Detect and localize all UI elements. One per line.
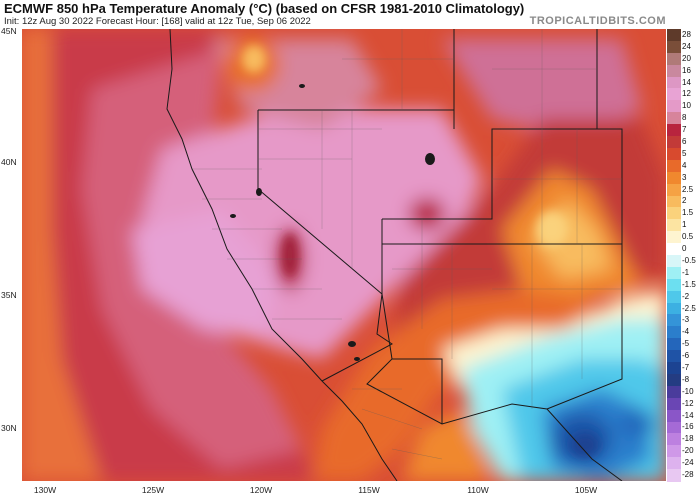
colorbar-swatch <box>667 136 681 149</box>
colorbar-label: -14 <box>682 410 694 420</box>
colorbar-label: -8 <box>682 374 690 384</box>
anomaly-field <box>22 29 666 481</box>
colorbar-swatch <box>667 457 681 470</box>
lon-label-115w: 115W <box>358 485 380 495</box>
colorbar-label: -20 <box>682 446 694 456</box>
lon-label-105w: 105W <box>574 485 598 495</box>
state-borders <box>166 29 623 481</box>
colorbar-swatch <box>667 147 681 161</box>
colorbar-swatch <box>667 362 681 375</box>
colorbar-swatch <box>667 266 681 280</box>
colorbar-label: 3 <box>682 172 687 182</box>
colorbar-swatch <box>667 124 681 137</box>
colorbar-label: -28 <box>682 470 694 480</box>
colorbar-swatch <box>667 112 681 125</box>
lakes <box>230 84 435 361</box>
colorbar-swatch <box>667 231 681 244</box>
colorbar-swatch <box>667 409 681 423</box>
colorbar-swatch <box>667 243 681 256</box>
colorbar-label: 6 <box>682 137 687 146</box>
colorbar-swatch <box>667 290 681 304</box>
colorbar-swatch <box>667 207 681 220</box>
lon-label-130w: 130W <box>33 485 57 495</box>
colorbar-label: 2 <box>682 196 687 206</box>
colorbar-label: 14 <box>682 77 691 87</box>
lon-label-125w: 125W <box>141 485 165 495</box>
colorbar-label: 8 <box>682 113 687 123</box>
colorbar-label: -5 <box>682 339 690 349</box>
colorbar-swatch <box>667 385 681 399</box>
colorbar-swatch <box>667 314 681 327</box>
colorbar-swatch <box>667 88 681 101</box>
colorbar-label: -4 <box>682 327 690 337</box>
colorbar-label: 1 <box>682 220 687 230</box>
colorbar-label: -12 <box>682 398 694 408</box>
colorbar-label: -7 <box>682 363 690 372</box>
anomaly-detail <box>242 45 599 457</box>
colorbar-label: 16 <box>682 65 691 75</box>
colorbar-swatch <box>667 76 681 90</box>
lat-label-40n: 40N <box>1 157 17 167</box>
colorbar-swatch <box>667 397 681 411</box>
lat-label-35n: 35N <box>1 290 17 300</box>
colorbar-label: -3 <box>682 315 690 325</box>
colorbar-swatch <box>667 338 681 351</box>
lon-label-110w: 110W <box>467 485 489 495</box>
colorbar-swatch <box>667 433 681 446</box>
anomaly-map-canvas <box>22 29 666 481</box>
colorbar-label: -2.5 <box>682 303 696 313</box>
header: ECMWF 850 hPa Temperature Anomaly (°C) (… <box>0 0 700 28</box>
colorbar-label: -10 <box>682 386 694 396</box>
lat-label-45n: 45N <box>1 26 17 36</box>
county-borders <box>192 29 622 460</box>
colorbar-swatch <box>667 159 681 173</box>
map-title: ECMWF 850 hPa Temperature Anomaly (°C) (… <box>4 1 525 16</box>
colorbar-label: -16 <box>682 422 694 432</box>
colorbar-swatch <box>667 29 681 42</box>
colorbar-label: 1.5 <box>682 208 694 218</box>
colorbar-swatch <box>667 278 681 292</box>
colorbar-label: 0.5 <box>682 232 694 242</box>
colorbar-label: 12 <box>682 89 691 99</box>
map-subtitle: Init: 12z Aug 30 2022 Forecast Hour: [16… <box>4 16 311 27</box>
anomaly-map <box>22 29 666 481</box>
brand-label: TROPICALTIDBITS.COM <box>529 15 666 27</box>
colorbar-label: -24 <box>682 458 694 468</box>
colorbar-label: 28 <box>682 29 691 39</box>
colorbar-swatch <box>667 183 681 197</box>
colorbar-swatch <box>667 40 681 54</box>
colorbar-label: 7 <box>682 125 687 135</box>
colorbar-swatch <box>667 195 681 208</box>
colorbar-swatch <box>667 445 681 458</box>
colorbar-swatch <box>667 469 681 482</box>
colorbar-swatch <box>667 302 681 316</box>
colorbar-label: -0.5 <box>682 255 696 265</box>
colorbar-label: -1.5 <box>682 279 696 289</box>
colorbar-swatch <box>667 421 681 434</box>
colorbar-legend: 28 24 20 16 14 12 10 8 7 6 5 4 3 2.5 2 1.5 1 0.5 0 -0.5 -1 -1… <box>667 29 700 482</box>
colorbar-label: 20 <box>682 53 691 63</box>
colorbar-label: -18 <box>682 434 694 444</box>
colorbar-swatch <box>667 350 681 363</box>
colorbar-label: 2.5 <box>682 184 694 194</box>
colorbar-label: -6 <box>682 351 690 361</box>
colorbar-swatch <box>667 100 681 113</box>
colorbar-swatch <box>667 219 681 232</box>
colorbar-label: 10 <box>682 101 691 111</box>
colorbar-swatch <box>667 326 681 339</box>
colorbar-swatch <box>667 52 681 66</box>
colorbar-label: -2 <box>682 291 690 301</box>
colorbar-label: 5 <box>682 148 687 158</box>
colorbar-label: 24 <box>682 41 691 51</box>
colorbar-label: 0 <box>682 244 687 254</box>
lon-label-120w: 120W <box>249 485 273 495</box>
colorbar-swatch <box>667 373 681 387</box>
colorbar-swatch <box>667 64 681 78</box>
colorbar-label: 4 <box>682 160 687 170</box>
colorbar-swatch <box>667 171 681 185</box>
colorbar-swatch <box>667 255 681 268</box>
colorbar-label: -1 <box>682 267 690 277</box>
lat-label-30n: 30N <box>1 423 17 433</box>
